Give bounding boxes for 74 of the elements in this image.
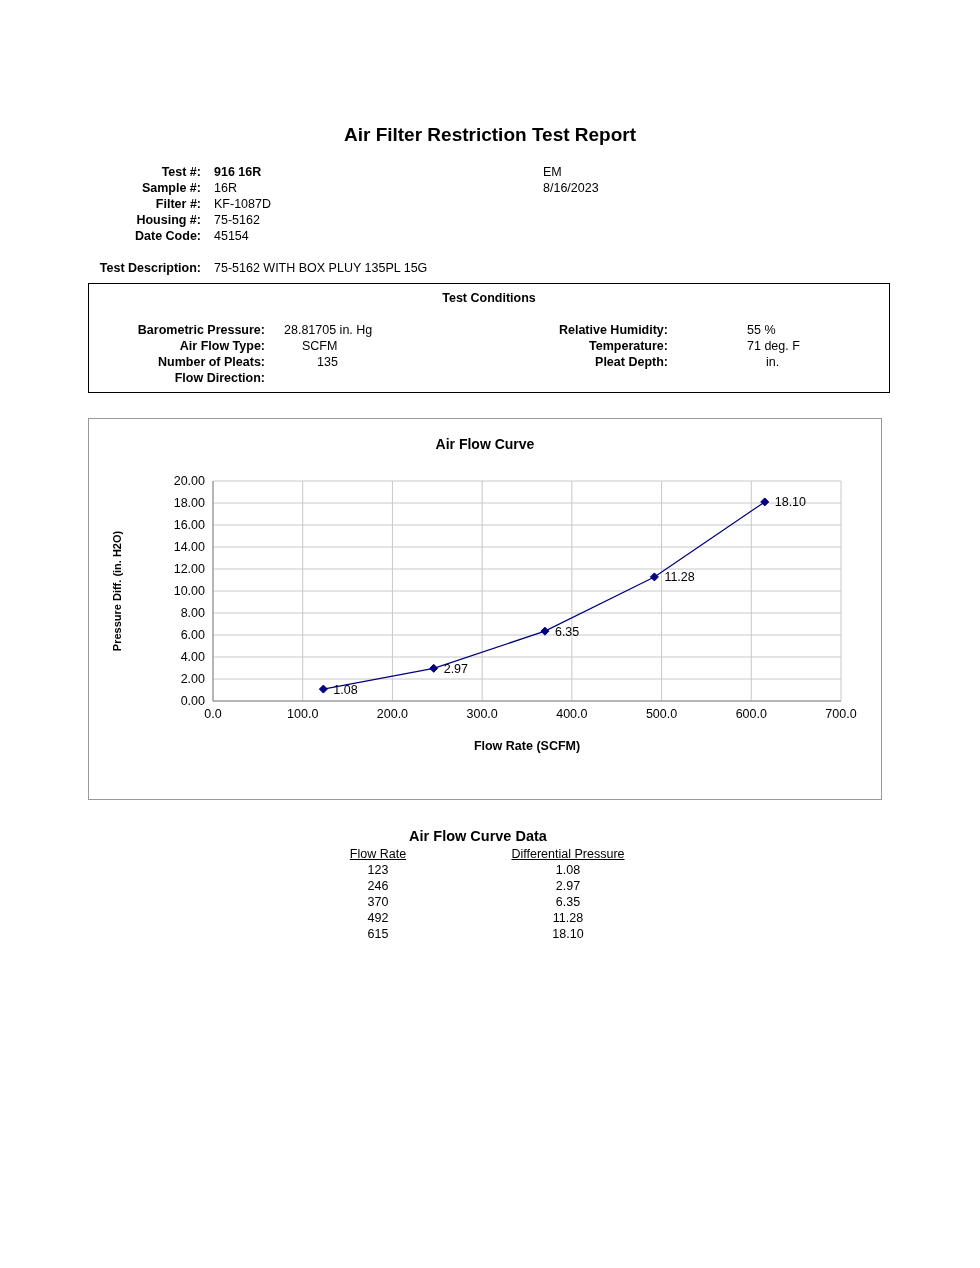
- point: [540, 626, 550, 636]
- y-tick-label: 0.00: [180, 694, 206, 709]
- text: 135: [317, 355, 338, 369]
- y-tick-label: 2.00: [180, 672, 206, 687]
- text: 492: [366, 911, 390, 925]
- text: 18.10: [552, 927, 584, 941]
- text: Pleat Depth:: [595, 355, 668, 369]
- text: 615: [366, 927, 390, 941]
- x-tick-label: 100.0: [287, 706, 319, 721]
- text: 71 deg. F: [747, 339, 800, 353]
- x-tick-label: 700.0: [825, 706, 857, 721]
- x-tick-label: 400.0: [556, 706, 588, 721]
- text: KF-1087D: [214, 197, 271, 211]
- x-tick-label: 200.0: [376, 706, 409, 721]
- text: Air Flow Type:: [179, 339, 265, 353]
- y-tick-label: 12.00: [173, 562, 206, 577]
- text: Barometric Pressure:: [137, 323, 265, 337]
- x-axis-title: Flow Rate (SCFM): [473, 738, 581, 753]
- point: [760, 497, 770, 507]
- y-axis-title: Pressure Diff. (in. H2O): [110, 530, 123, 652]
- text: 2.97: [555, 879, 581, 893]
- y-tick-label: 14.00: [173, 540, 206, 555]
- text: 75-5162 WITH BOX PLUY 135PL 15G: [214, 261, 428, 275]
- text: Relative Humidity:: [558, 323, 668, 337]
- y-tick-label: 4.00: [180, 650, 206, 665]
- y-tick-label: 20.00: [173, 474, 206, 489]
- text: EM: [543, 165, 562, 179]
- text: Flow Direction:: [174, 371, 265, 385]
- text: 55 %: [747, 323, 776, 337]
- text: 28.81705 in. Hg: [284, 323, 373, 337]
- text: 916 16R: [214, 165, 262, 179]
- x-tick-label: 600.0: [735, 706, 767, 721]
- text: 1.08: [555, 863, 581, 877]
- y-tick-label: 18.00: [173, 496, 206, 511]
- text: 370: [366, 895, 390, 909]
- x-tick-label: 300.0: [466, 706, 498, 721]
- text: Air Flow Curve Data: [408, 828, 548, 844]
- text: 123: [366, 863, 390, 877]
- point: [649, 572, 659, 582]
- text: 6.35: [555, 895, 581, 909]
- chart-title: Air Filter Restriction Test Report: [342, 124, 638, 146]
- y-tick-label: 16.00: [173, 518, 206, 533]
- text: in.: [766, 355, 780, 369]
- data-label: 1.08: [333, 682, 358, 697]
- text: Test Conditions: [441, 291, 537, 305]
- x-tick-label: 500.0: [645, 706, 678, 721]
- text: 45154: [214, 229, 249, 243]
- text: SCFM: [302, 339, 338, 353]
- data-label: 11.28: [664, 570, 695, 585]
- data-label: 18.10: [774, 495, 807, 510]
- data-label: 6.35: [554, 624, 580, 639]
- y-tick-label: 8.00: [180, 606, 206, 621]
- chart-subtitle: Air Flow Curve: [434, 436, 536, 452]
- text: 16R: [214, 181, 237, 195]
- text: Temperature:: [589, 339, 668, 353]
- y-tick-label: 10.00: [173, 584, 206, 599]
- point: [429, 663, 439, 673]
- text: 246: [366, 879, 390, 893]
- text: 75-5162: [214, 213, 260, 227]
- text: Filter #:: [155, 197, 201, 211]
- text: Test #:: [161, 165, 201, 179]
- text: Test Description:: [99, 261, 201, 275]
- text: Differential Pressure: [510, 847, 626, 861]
- text: Date Code:: [135, 229, 201, 243]
- text: Number of Pleats:: [158, 355, 265, 369]
- point: [318, 684, 328, 694]
- text: Sample #:: [141, 181, 201, 195]
- y-tick-label: 6.00: [180, 628, 206, 643]
- x-tick-label: 0.0: [204, 706, 222, 721]
- text: 8/16/2023: [543, 181, 599, 195]
- text: 11.28: [552, 911, 584, 925]
- data-label: 2.97: [443, 661, 469, 676]
- text: Flow Rate: [348, 847, 408, 861]
- text: Housing #:: [136, 213, 201, 227]
